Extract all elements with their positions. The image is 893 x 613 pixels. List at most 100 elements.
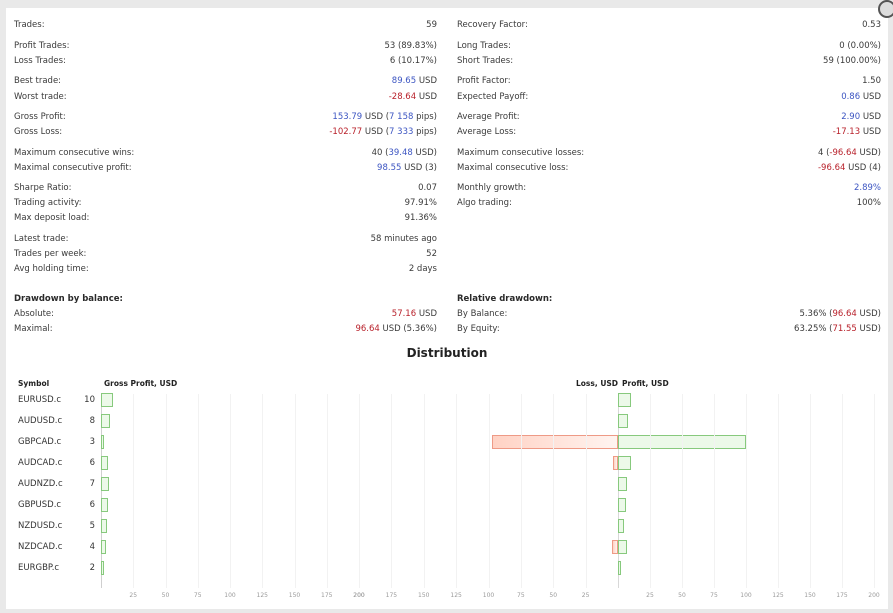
left-stat-row: Trades per week: 52 [14, 248, 437, 260]
trade-count: 3 [89, 437, 95, 447]
symbol-label: GBPUSD.c [18, 500, 62, 510]
left-stat-row: Drawdown by balance: [14, 293, 437, 305]
left-stat-row: Absolute: 57.16 USD [14, 308, 437, 320]
tick-label: 25 [646, 592, 654, 599]
left-stat-row: Maximum consecutive wins: 40 (39.48 USD) [14, 147, 437, 159]
symbol-label: AUDNZD.c [18, 479, 63, 489]
tick-label: 50 [678, 592, 686, 599]
tick-label: 175 [836, 592, 848, 599]
stat-label: Monthly growth: [457, 183, 527, 193]
statistics-card: Trades: 59 Profit Trades: 53 (89.83%) Loss T… [6, 0, 893, 609]
loss-bar [612, 456, 618, 470]
gross-profit-bar [101, 519, 107, 533]
gridline [165, 394, 167, 588]
gridline [842, 394, 843, 588]
tick-label: 150 [804, 592, 816, 599]
trade-count: 8 [89, 416, 95, 426]
tick-label: 150 [288, 592, 301, 599]
left-stat-row: Maximal: 96.64 USD (5.36%) [14, 323, 437, 335]
right-stat-row: Recovery Factor: 0.53 [457, 19, 881, 31]
left-stat-row: Gross Profit: 153.79 USD (7 158 pips) [14, 111, 437, 123]
loss-bar [492, 435, 618, 449]
stat-value: 5.36% (96.64 USD) [799, 309, 881, 319]
symbol-label: NZDUSD.c [18, 521, 63, 531]
stat-value: 89.65 USD [391, 76, 437, 86]
stat-label: Latest trade: [14, 234, 69, 244]
stat-value: 153.79 USD (7 158 pips) [332, 112, 437, 122]
stat-label: Avg holding time: [14, 264, 89, 274]
trade-count: 7 [89, 479, 95, 489]
stat-label: By Balance: [457, 309, 508, 319]
tick-label: 100 [740, 592, 752, 599]
tick-label: 175 [321, 592, 333, 599]
stat-value: 0.86 USD [841, 92, 881, 102]
stat-label: Worst trade: [14, 92, 67, 102]
stat-value: 63.25% (71.55 USD) [794, 324, 881, 334]
trade-count: 10 [84, 395, 95, 405]
left-stat-row: Gross Loss: -102.77 USD (7 333 pips) [14, 126, 437, 138]
left-stat-row: Best trade: 89.65 USD [14, 75, 437, 87]
profit-header: Profit, USD [622, 379, 669, 388]
gridline [230, 394, 231, 588]
stat-label: Max deposit load: [14, 213, 90, 223]
stat-label: Average Profit: [457, 112, 520, 122]
right-stat-row: By Balance: 5.36% (96.64 USD) [457, 308, 881, 320]
stat-label: Long Trades: [457, 41, 511, 51]
gross-profit-bar [101, 435, 105, 449]
trade-count: 6 [89, 458, 95, 468]
tick-label: 200 [353, 592, 365, 599]
tick-label: 200 [868, 592, 880, 599]
stat-value: 52 [426, 249, 437, 259]
left-stat-row: Max deposit load: 91.36% [14, 212, 437, 224]
left-stat-row: Latest trade: 58 minutes ago [14, 233, 437, 245]
stat-label: Maximum consecutive losses: [457, 148, 585, 158]
profit-bar [618, 540, 627, 554]
right-stat-row: Maximum consecutive losses: 4 (-96.64 USD… [457, 147, 881, 159]
stat-label: Best trade: [14, 76, 62, 86]
stat-label: Profit Factor: [457, 76, 511, 86]
gross-profit-bar [101, 414, 111, 428]
symbol-label: EURUSD.c [18, 395, 62, 405]
close-icon[interactable] [878, 0, 893, 18]
stat-label: Gross Loss: [14, 127, 63, 137]
stat-value: 1.50 [862, 76, 881, 86]
stat-label: Absolute: [14, 309, 55, 319]
trade-count: 4 [89, 542, 95, 552]
left-stat-row: Avg holding time: 2 days [14, 263, 437, 275]
gridline [262, 394, 264, 588]
tick-label: 150 [418, 592, 430, 599]
gridline [294, 394, 296, 588]
profit-bar [618, 561, 621, 575]
stat-label: Maximal consecutive profit: [14, 163, 132, 173]
right-stat-row: Average Profit: 2.90 USD [457, 111, 881, 123]
stat-label: Gross Profit: [14, 112, 66, 122]
gridline [682, 394, 683, 588]
stat-value: 97.91% [404, 198, 437, 208]
stat-label: Relative drawdown: [457, 294, 553, 304]
profit-bar [618, 519, 625, 533]
right-stat-row: Long Trades: 0 (0.00%) [457, 40, 881, 52]
tick-label: 50 [549, 592, 558, 599]
stat-label: Profit Trades: [14, 41, 70, 51]
stat-label: Sharpe Ratio: [14, 183, 72, 193]
stat-value: 6 (10.17%) [389, 56, 437, 66]
gridline [488, 394, 490, 588]
gross-profit-bar [101, 540, 106, 554]
stat-label: Recovery Factor: [457, 20, 528, 30]
gridline [456, 394, 458, 588]
stat-label: Trades: [14, 20, 45, 30]
stat-value: 100% [856, 198, 881, 208]
stat-label: Short Trades: [457, 56, 514, 66]
tick-label: 75 [710, 592, 718, 599]
tick-label: 125 [450, 592, 462, 599]
gridline [650, 394, 651, 588]
stat-value: 0.53 [862, 20, 881, 30]
right-stat-row: Short Trades: 59 (100.00%) [457, 55, 881, 67]
stat-value: 53 (89.83%) [384, 41, 437, 51]
gridline [714, 394, 715, 588]
right-stat-row: Average Loss: -17.13 USD [457, 126, 881, 138]
stat-value: 2 days [408, 264, 437, 274]
gross-profit-bar [101, 561, 104, 575]
gross-profit-bar [101, 477, 110, 491]
tick-label: 75 [193, 592, 202, 599]
